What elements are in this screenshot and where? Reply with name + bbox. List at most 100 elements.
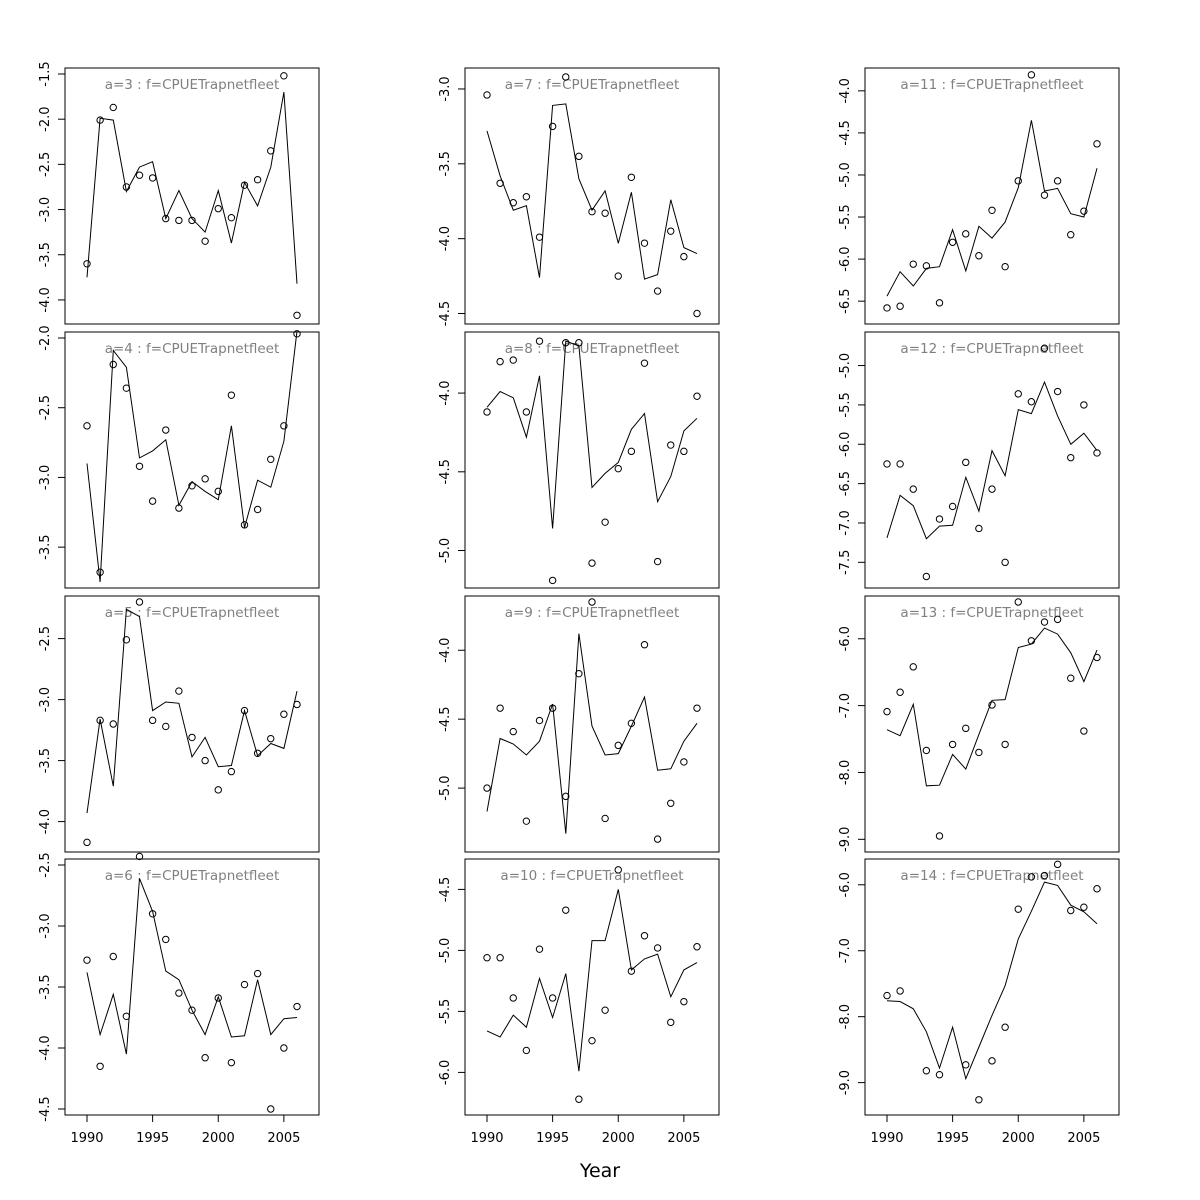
plot-frame [464, 858, 720, 1116]
y-tick-label: -5.0 [438, 775, 453, 800]
data-point [483, 91, 491, 99]
plot-frame [464, 595, 720, 853]
data-point [680, 758, 688, 766]
data-point [693, 392, 701, 400]
data-point [1067, 906, 1075, 915]
data-point [667, 227, 675, 235]
data-point [680, 997, 688, 1006]
y-tick-label: -3.5 [38, 242, 53, 267]
data-point [1001, 262, 1009, 271]
y-tick-label: -8.0 [838, 1004, 853, 1029]
plot-frame [64, 331, 320, 589]
y-tick-label: -2.5 [38, 152, 53, 177]
data-point [253, 176, 262, 184]
data-point [253, 749, 262, 757]
plot-frame [864, 858, 1120, 1116]
data-point [627, 447, 636, 456]
data-point [496, 954, 504, 962]
data-point [214, 994, 222, 1002]
data-point [109, 952, 117, 961]
data-point [1080, 207, 1088, 215]
data-point [267, 147, 275, 155]
data-point [496, 357, 504, 366]
y-tick-label: -6.5 [838, 471, 853, 496]
y-tick-label: -4.5 [438, 301, 453, 326]
y-tick-label: -4.0 [438, 638, 453, 663]
data-point [667, 799, 675, 807]
data-point [280, 72, 288, 80]
data-point [948, 502, 957, 511]
data-point [1027, 71, 1036, 79]
y-tick-label: -8.0 [838, 760, 853, 785]
data-point [535, 945, 544, 953]
data-point [240, 980, 249, 989]
data-point [496, 179, 504, 187]
fitted-line [486, 889, 698, 1072]
data-point [909, 485, 917, 493]
data-point [509, 356, 517, 364]
data-point [535, 716, 544, 725]
data-point [575, 339, 583, 347]
data-point [201, 475, 209, 483]
data-point [548, 122, 557, 131]
data-point [1027, 873, 1036, 881]
y-tick-label: -3.5 [38, 534, 53, 559]
data-point [83, 260, 91, 268]
data-point [267, 734, 275, 743]
data-point [280, 1044, 288, 1052]
data-point [135, 598, 144, 606]
data-point [122, 183, 131, 191]
data-point [122, 384, 131, 392]
plot-frame [864, 331, 1120, 589]
data-point [627, 719, 636, 728]
data-point [680, 447, 688, 456]
data-point [1014, 177, 1022, 185]
data-point [962, 230, 970, 238]
y-tick-label: -2.5 [38, 852, 53, 877]
y-tick-label: -4.0 [438, 380, 453, 405]
data-point [575, 669, 583, 678]
data-point [588, 598, 596, 606]
y-tick-label: -3.5 [38, 974, 53, 999]
fitted-line [886, 380, 1098, 540]
data-point [1014, 905, 1022, 913]
data-point [188, 733, 196, 742]
data-point [214, 487, 222, 496]
data-point [496, 704, 504, 712]
data-point [601, 518, 609, 526]
data-point [162, 935, 170, 944]
y-tick-label: -4.5 [438, 877, 453, 902]
data-point [640, 641, 649, 649]
panel-title: a=9 : f=CPUETrapnetfleet [505, 605, 680, 621]
data-point [522, 193, 531, 201]
data-point [548, 576, 557, 585]
data-point [188, 216, 196, 225]
data-point [653, 944, 662, 952]
panel-title: a=12 : f=CPUETrapnetfleet [900, 341, 1083, 357]
data-point [975, 1096, 983, 1104]
data-point [896, 302, 904, 310]
y-tick-label: -4.0 [38, 1035, 53, 1060]
data-point [483, 408, 491, 416]
y-tick-label: -5.0 [438, 938, 453, 963]
data-point [122, 636, 131, 644]
y-tick-label: -2.5 [38, 395, 53, 420]
data-point [640, 239, 649, 247]
data-point [175, 216, 183, 225]
data-point [1040, 618, 1049, 626]
data-point [509, 199, 517, 207]
y-tick-label: -5.0 [838, 353, 853, 378]
y-tick-label: -3.5 [438, 151, 453, 176]
panel-title: a=6 : f=CPUETrapnetfleet [105, 868, 280, 884]
data-point [909, 260, 917, 268]
x-tick-label: 2005 [1067, 1131, 1100, 1146]
data-point [922, 1067, 931, 1075]
data-point [548, 994, 557, 1002]
data-point [562, 906, 570, 914]
x-tick-label: 1990 [70, 1131, 103, 1146]
plot-frame [464, 331, 720, 589]
data-point [122, 1012, 131, 1020]
data-point [148, 910, 157, 918]
data-point [1040, 191, 1049, 199]
fitted-line [886, 120, 1098, 297]
